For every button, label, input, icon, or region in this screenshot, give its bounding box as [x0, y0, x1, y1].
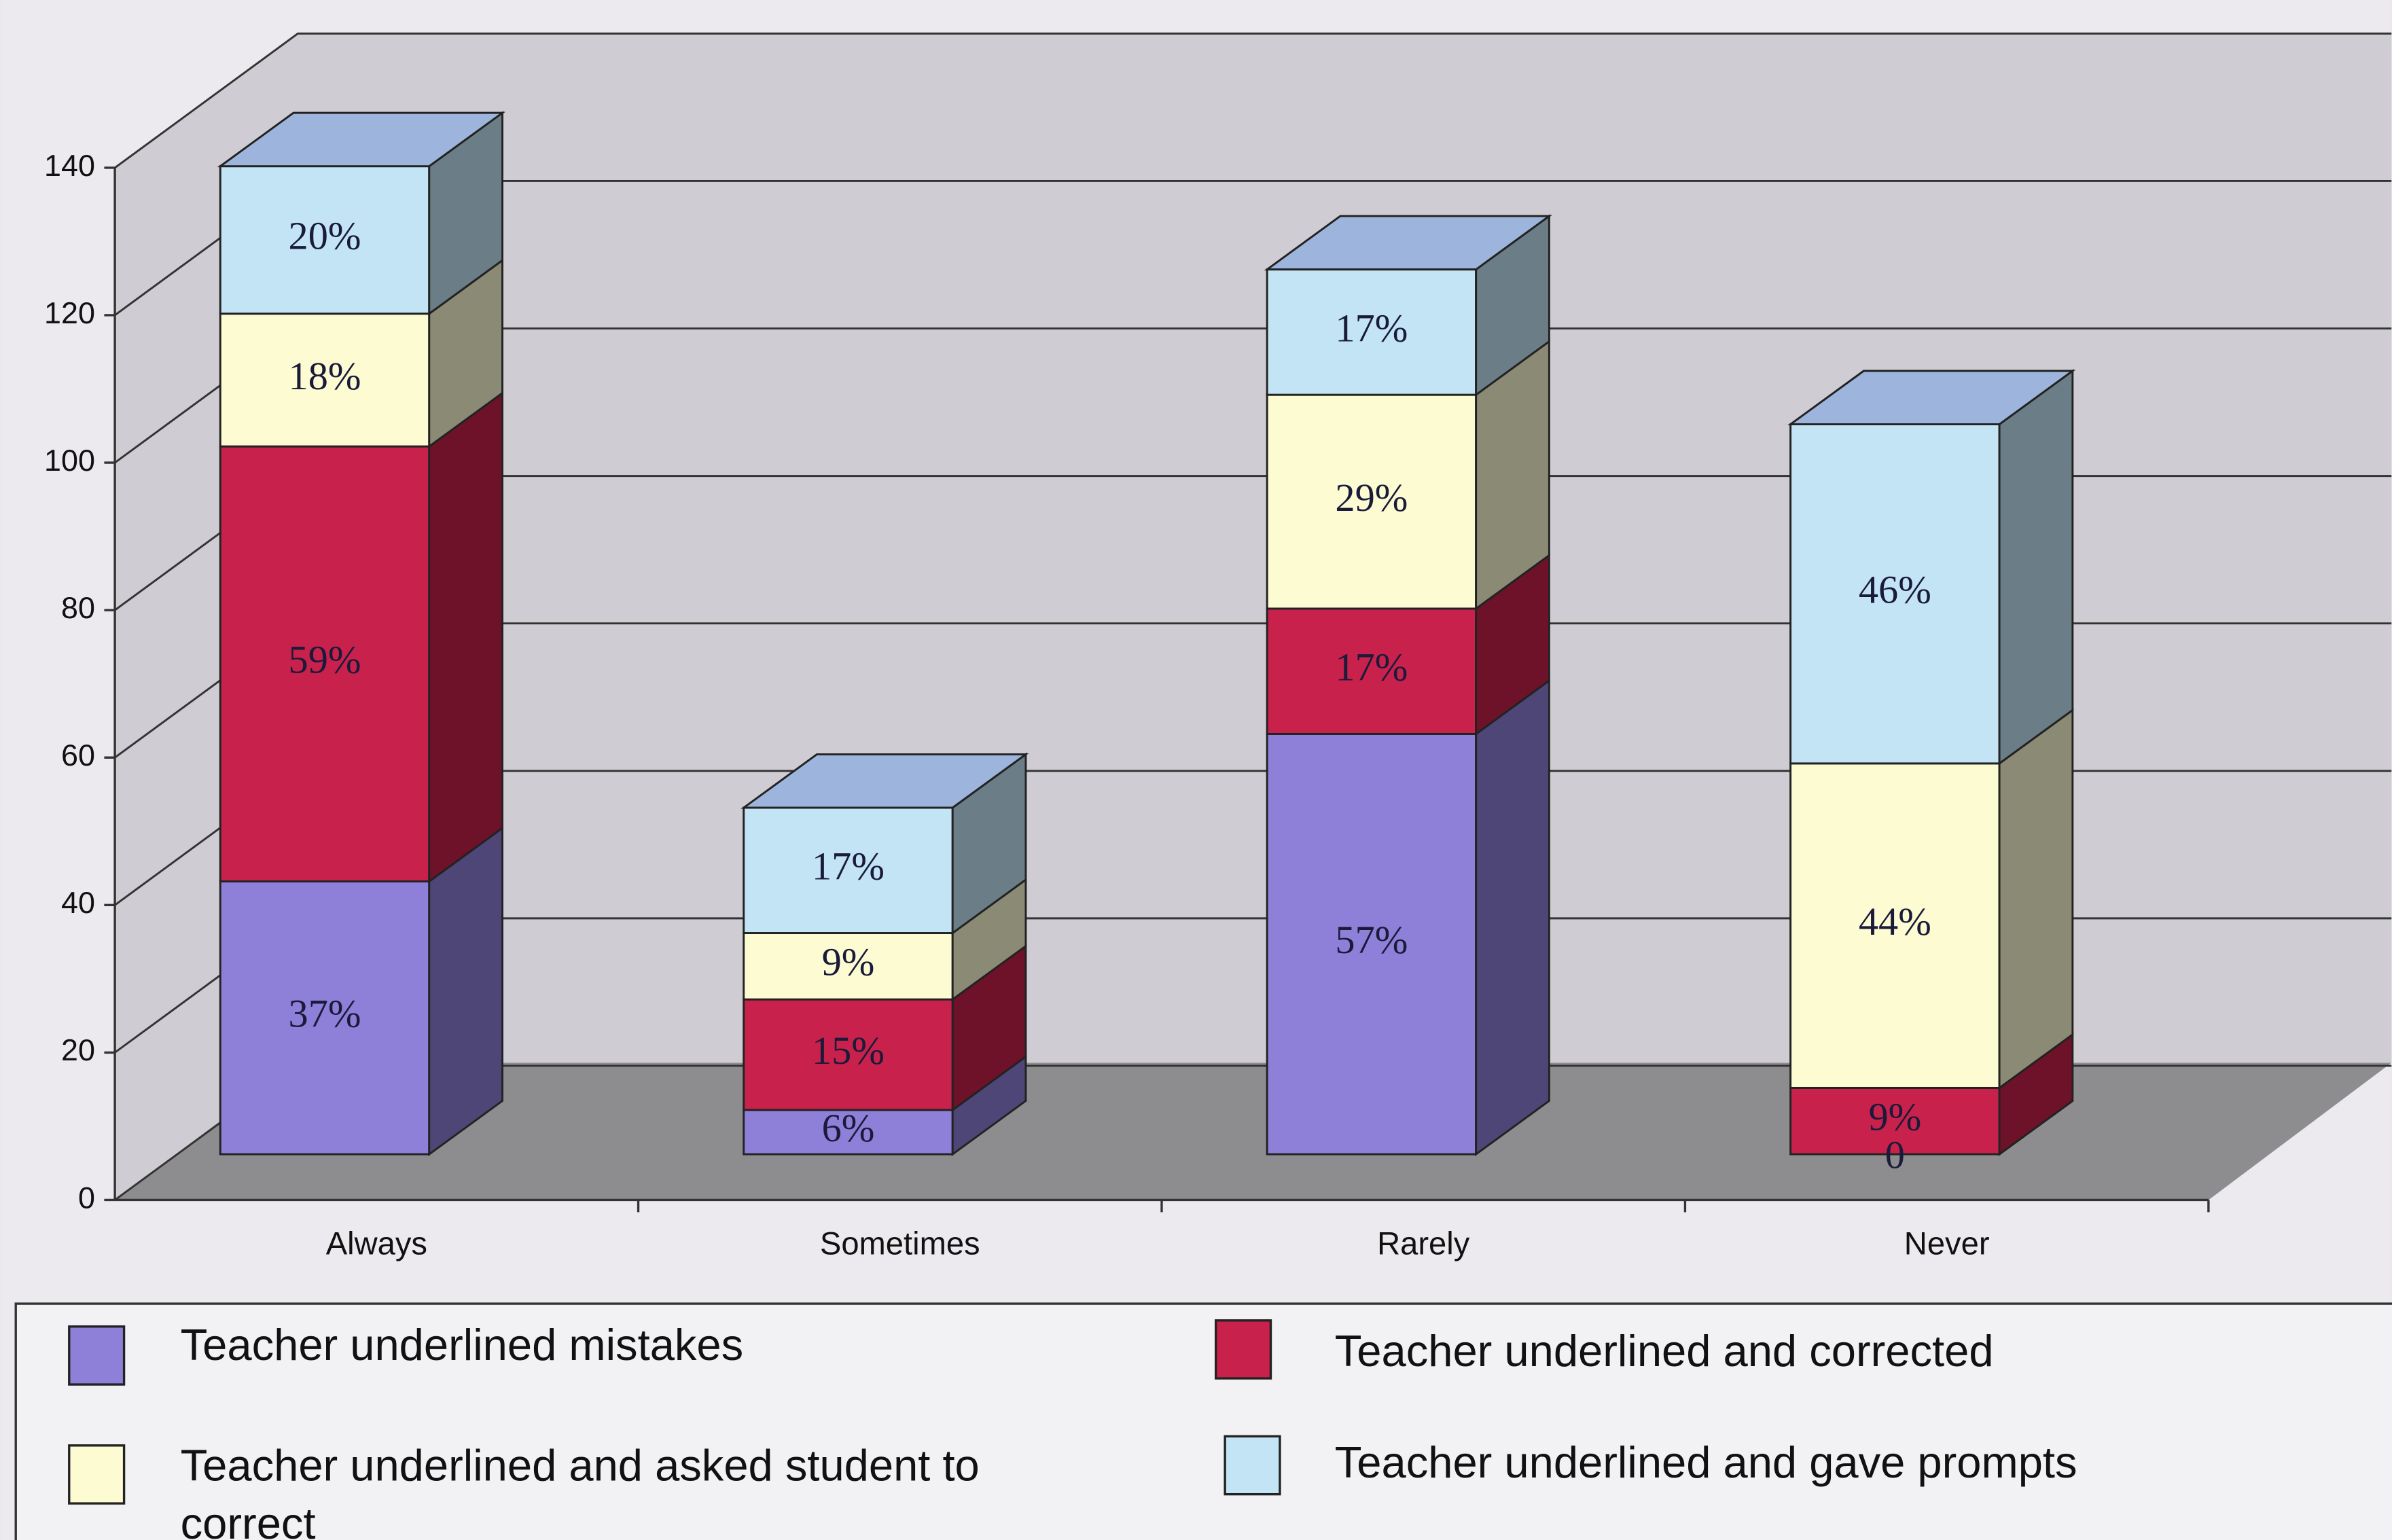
value-label: 9% [1868, 1095, 1921, 1139]
bar-side [428, 826, 503, 1156]
value-label: 20% [289, 214, 361, 258]
value-label: 59% [289, 638, 361, 682]
legend-label: Teacher underlined and asked student to … [180, 1442, 980, 1540]
y-tick-label: 60 [61, 738, 95, 772]
legend-swatch [1224, 1435, 1281, 1496]
bar-segment [219, 880, 431, 1156]
bar-top [217, 111, 505, 168]
legend-item: Teacher underlined mistakes [180, 1322, 744, 1371]
grid-line [114, 32, 2392, 169]
bar-side [1998, 708, 2074, 1090]
value-label: 29% [1335, 476, 1408, 520]
value-label: 46% [1859, 568, 1931, 612]
legend-item: Teacher underlined and corrected [1334, 1328, 1994, 1377]
bar-side [1475, 679, 1550, 1156]
x-tick-label: Rarely [1377, 1225, 1470, 1261]
bar-segment [743, 998, 954, 1111]
value-label: 0 [1885, 1132, 1905, 1177]
value-label: 6% [822, 1106, 875, 1150]
bar-top [740, 753, 1029, 809]
bar-top [1264, 215, 1552, 271]
legend-item: Teacher underlined and gave prompts [1334, 1439, 2077, 1488]
legend-label: Teacher underlined and corrected [1334, 1328, 1994, 1377]
y-tick-label: 140 [44, 148, 95, 183]
legend-label: Teacher underlined and gave prompts [1334, 1439, 2077, 1488]
y-tick-label: 120 [44, 296, 95, 330]
bar-segment [1789, 423, 2001, 765]
value-label: 9% [822, 940, 875, 984]
value-label: 15% [812, 1028, 885, 1073]
x-tick-label: Always [326, 1225, 427, 1261]
bar-segment [1266, 393, 1478, 610]
value-label: 17% [1335, 306, 1408, 350]
value-label: 44% [1859, 899, 1931, 944]
bar-segment [1789, 762, 2001, 1089]
y-tick-label: 80 [61, 590, 95, 625]
y-tick-label: 40 [61, 885, 95, 920]
bar-segment [1266, 732, 1478, 1156]
legend-box [14, 1302, 2392, 1540]
y-tick-label: 100 [44, 443, 95, 478]
legend-swatch [68, 1444, 126, 1505]
bar-segment [1266, 268, 1478, 396]
value-label: 18% [289, 354, 361, 398]
value-label: 17% [812, 844, 885, 889]
bar-segment [219, 165, 431, 315]
y-tick-label: 0 [78, 1180, 95, 1215]
bar-side [1998, 369, 2074, 766]
bar-segment [219, 445, 431, 882]
legend-swatch [1214, 1319, 1272, 1380]
x-tick-label: Never [1904, 1225, 1990, 1261]
bar-side [428, 391, 503, 884]
legend-item: Teacher underlined and asked student to … [180, 1442, 980, 1540]
bar-top [1787, 370, 2076, 426]
x-tick-label: Sometimes [820, 1225, 980, 1261]
legend-swatch [68, 1325, 126, 1386]
bar-segment [743, 806, 954, 934]
bar-segment [219, 312, 431, 448]
legend-label: Teacher underlined mistakes [180, 1322, 744, 1371]
value-label: 57% [1335, 918, 1408, 962]
value-label: 37% [289, 992, 361, 1036]
value-label: 17% [1335, 645, 1408, 690]
y-tick-label: 20 [61, 1033, 95, 1067]
